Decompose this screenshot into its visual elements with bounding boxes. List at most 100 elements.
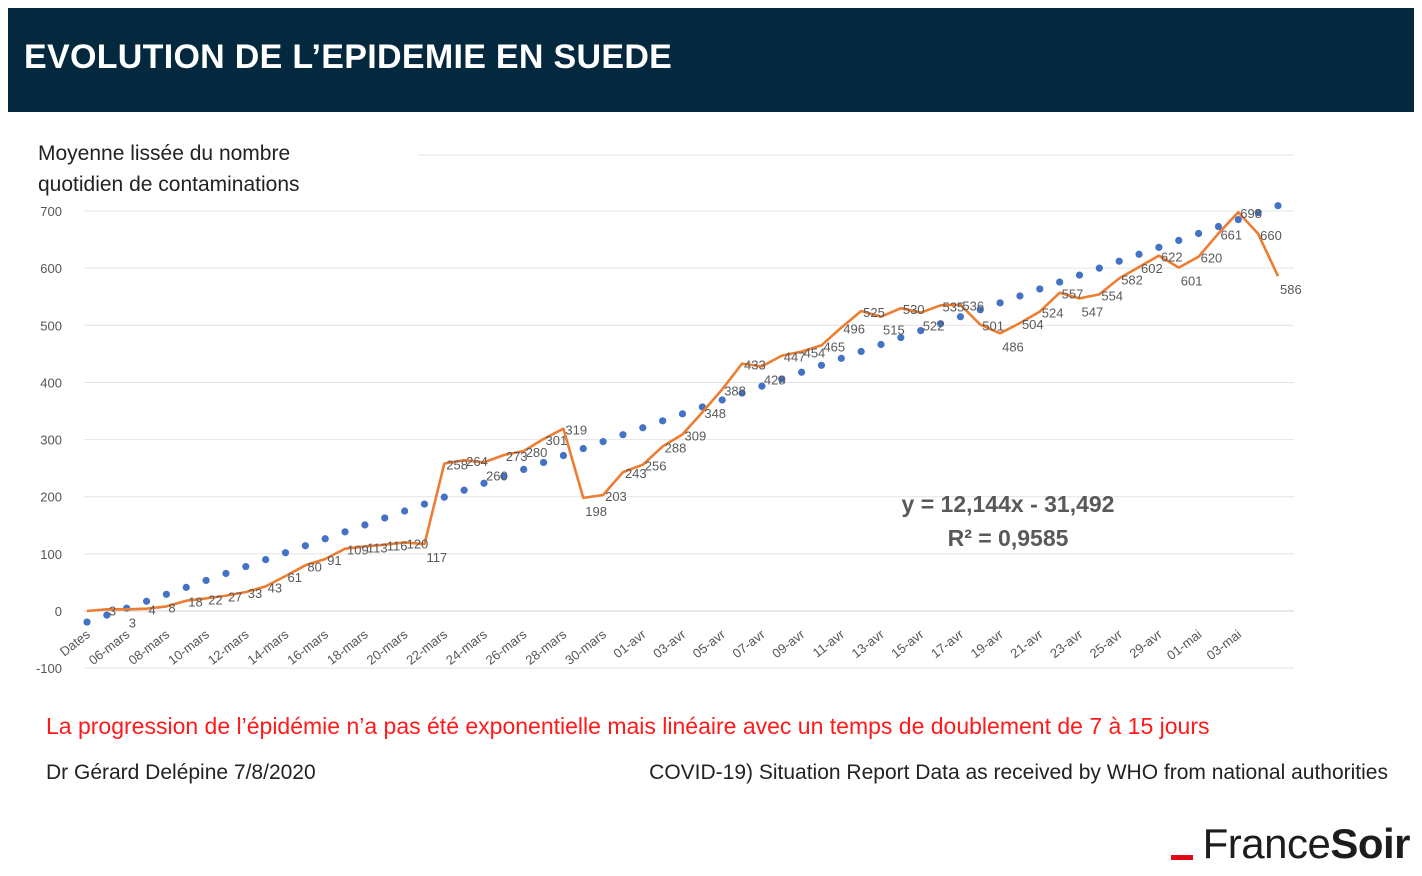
x-tick-label: 22-mars [403,626,450,667]
x-tick-label: 08-mars [125,626,172,667]
x-tick-label: 01-mai [1164,626,1205,662]
trendline-dot [1155,243,1163,251]
trendline-dot [162,590,170,598]
data-label: 198 [585,504,607,519]
x-tick-label: 15-avr [888,626,927,661]
trendline-dot [222,569,230,578]
x-tick-label: 29-avr [1126,626,1165,661]
series-line [86,210,1280,613]
data-label: 536 [962,299,984,314]
y-tick-label: 100 [40,547,62,562]
data-label: 454 [804,346,826,361]
trendline-dot [1254,209,1262,217]
data-label: 260 [486,468,508,483]
data-label: 91 [327,553,341,568]
data-label: 33 [248,586,262,601]
logo-text-soir: Soir [1330,820,1410,867]
data-label: 620 [1201,251,1223,266]
x-tick-label: 20-mars [364,626,411,667]
data-label: 256 [645,459,667,474]
data-label: 120 [407,536,429,551]
trendline-dot [460,486,468,494]
trendline-r2-text: R² = 0,9585 [948,525,1069,551]
data-label: 661 [1220,227,1242,242]
chart-title: Moyenne lissée du nombre quotidien de con… [38,142,300,196]
trendline-dot [1234,215,1242,224]
trendline-dot [202,576,210,585]
x-tick-label: 07-avr [729,626,768,661]
x-tick-label: 24-mars [443,626,490,667]
data-label: 447 [784,350,806,365]
trendline-dot [758,382,766,390]
data-label: 557 [1062,287,1084,302]
trendline-dot [361,521,369,529]
data-label: 109 [347,543,369,558]
trendline-dot [897,333,905,342]
trendline-dot [639,424,647,432]
trendline-dot [182,583,190,591]
data-label: 554 [1101,288,1123,303]
data-label: 348 [704,406,726,421]
x-tick-label: 06-mars [86,626,133,667]
trendline-dot [857,347,865,356]
data-label: 301 [546,433,568,448]
trendline-dot [817,361,826,369]
y-axis: -100 0 100 200 300 400 500 600 700 [36,204,62,676]
data-label: 501 [982,319,1004,334]
chart-title-line: quotidien de contaminations [38,173,300,196]
data-label: 522 [923,319,945,334]
trendline-dot [579,444,587,453]
data-label: 3 [109,603,116,618]
trendline-dot [559,451,568,460]
data-label: 80 [307,559,321,574]
data-label: 601 [1181,274,1203,289]
data-source: COVID-19) Situation Report Data as recei… [649,761,1388,784]
trendline-dot [142,597,151,605]
trendline-equation: y = 12,144x - 31,492 R² = 0,9585 [902,491,1115,551]
data-label: 116 [387,539,408,554]
trendline-dot [1036,285,1044,293]
trendline-dot [480,479,488,487]
trendline-dot [1115,257,1123,265]
x-tick-label: 21-avr [1007,626,1046,661]
x-tick-label: 03-mai [1204,626,1245,662]
trendline-dot [381,514,389,522]
data-label: 4 [149,603,156,618]
trendline-dot [1135,250,1143,258]
data-label: 113 [367,540,388,555]
x-tick-label: 12-mars [205,626,252,667]
data-label: 203 [605,489,627,504]
trendline-dot [520,465,528,473]
data-label: 117 [426,550,447,565]
trendline-equation-text: y = 12,144x - 31,492 [902,491,1115,517]
y-tick-label: 600 [40,261,62,276]
trendline-dot [341,528,349,536]
x-tick-label: 03-avr [650,626,689,661]
y-tick-label: 0 [55,604,62,619]
trendline-dot [956,313,965,321]
trendline-dot [103,611,111,619]
data-label: 22 [208,592,222,607]
trendline-dot [1056,278,1064,286]
trendline-dot [281,549,290,557]
data-label: 273 [506,449,528,464]
data-label: 515 [883,323,905,338]
x-tick-label: 28-mars [522,626,569,667]
data-label: 698 [1240,206,1262,221]
x-tick-label: 25-avr [1087,626,1126,661]
conclusion-caption: La progression de l’épidémie n’a pas été… [46,713,1210,739]
data-label: 319 [565,423,587,438]
trendline-dot [1075,271,1084,279]
x-tick-label: 01-avr [610,626,649,661]
trendline-dot [401,507,409,515]
trendline-dot [917,327,925,335]
data-label: 496 [843,322,865,337]
x-tick-label: 16-mars [284,626,331,667]
trendline-dot [738,389,746,397]
data-label: 428 [764,372,786,387]
data-label: 243 [625,466,647,481]
trendline-dot [599,438,607,446]
data-label: 524 [1042,306,1064,321]
trendline-dot [420,500,429,508]
